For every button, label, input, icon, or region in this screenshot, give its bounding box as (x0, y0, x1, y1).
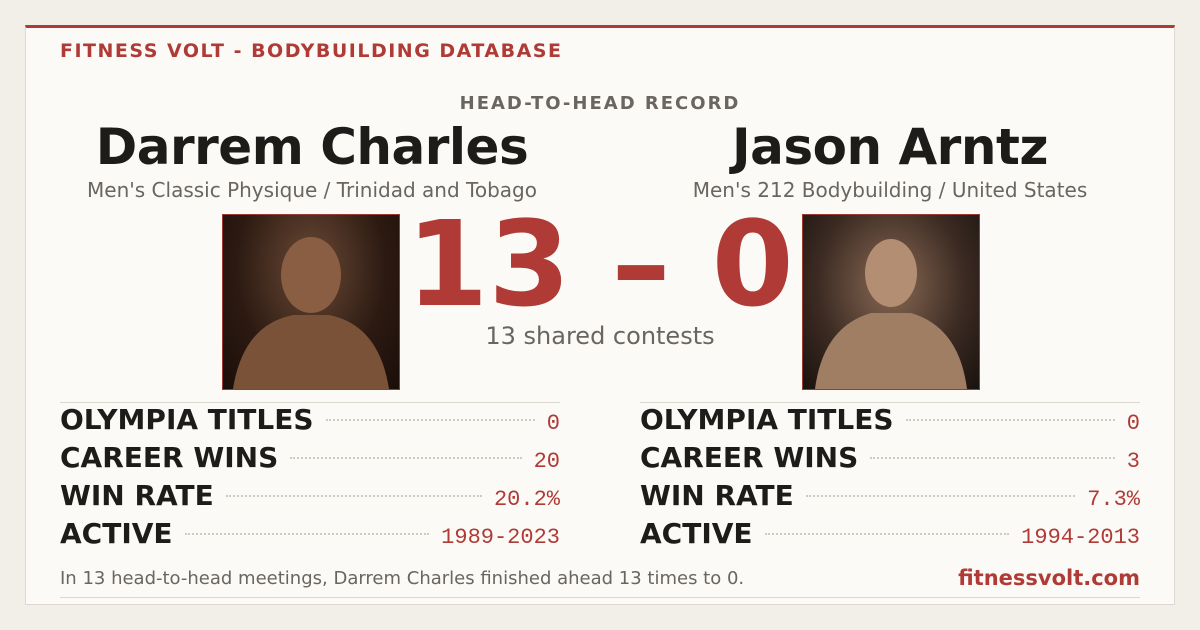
summary: In 13 head-to-head meetings, Darrem Char… (60, 568, 745, 589)
brand: FITNESS VOLT - BODYBUILDING DATABASE (60, 40, 563, 62)
stat-row: OLYMPIA TITLES 0 (60, 403, 560, 441)
leader (184, 533, 430, 535)
stat-label: OLYMPIA TITLES (60, 403, 314, 436)
stat-label: OLYMPIA TITLES (640, 403, 894, 436)
leader (225, 495, 482, 497)
divider (60, 597, 1140, 598)
leader (805, 495, 1076, 497)
stat-label: CAREER WINS (60, 441, 279, 474)
stat-value: 1994-2013 (1021, 525, 1140, 550)
stat-label: ACTIVE (60, 517, 173, 550)
stat-row: WIN RATE 7.3% (640, 479, 1140, 517)
player-photo (222, 214, 400, 390)
leader (764, 533, 1010, 535)
shared-contests: 13 shared contests (485, 322, 715, 350)
stat-row: CAREER WINS 3 (640, 441, 1140, 479)
stats: OLYMPIA TITLES 0 CAREER WINS 3 WIN RATE 7.3% A… (640, 402, 1140, 555)
stat-row: CAREER WINS 20 (60, 441, 560, 479)
stat-value: 7.3% (1087, 487, 1140, 512)
card (25, 25, 1175, 605)
stats: OLYMPIA TITLES 0 CAREER WINS 20 WIN RATE 20.2… (60, 402, 560, 555)
leader (290, 457, 522, 459)
stat-label: WIN RATE (60, 479, 214, 512)
player-division: Men's 212 Bodybuilding / United States (692, 178, 1088, 202)
stat-value: 20.2% (493, 487, 560, 512)
stat-label: WIN RATE (640, 479, 794, 512)
stat-value: 0 (546, 411, 560, 436)
player-name: Darrem Charles (95, 118, 529, 176)
leader (325, 419, 535, 421)
leader (905, 419, 1115, 421)
score: 13 – 0 (406, 195, 794, 333)
stat-label: ACTIVE (640, 517, 753, 550)
stat-value: 1989-2023 (441, 525, 560, 550)
stat-row: OLYMPIA TITLES 0 (640, 403, 1140, 441)
site-link[interactable]: fitnessvolt.com (958, 566, 1140, 590)
player-photo (802, 214, 980, 390)
stat-label: CAREER WINS (640, 441, 859, 474)
stat-value: 0 (1126, 411, 1140, 436)
silhouette (815, 239, 967, 389)
stat-row: WIN RATE 20.2% (60, 479, 560, 517)
stat-value: 20 (533, 449, 560, 474)
silhouette (233, 237, 389, 389)
stat-value: 3 (1126, 449, 1140, 474)
stat-row: ACTIVE 1994-2013 (640, 517, 1140, 555)
leader (870, 457, 1115, 459)
player-division: Men's Classic Physique / Trinidad and To… (87, 178, 537, 202)
player-name: Jason Arntz (732, 118, 1048, 176)
stat-row: ACTIVE 1989-2023 (60, 517, 560, 555)
section-title: HEAD-TO-HEAD RECORD (459, 93, 741, 114)
